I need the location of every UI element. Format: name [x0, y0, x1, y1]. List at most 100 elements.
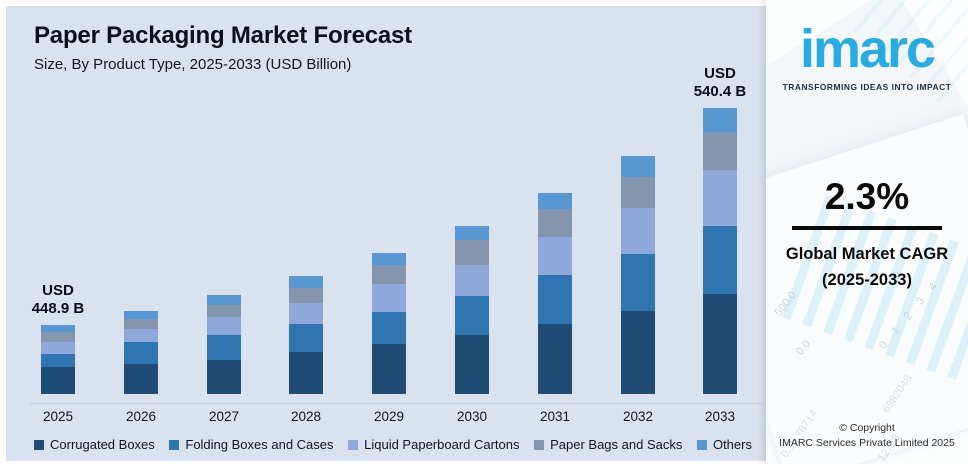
bar-value-label-2025: USD 448.9 B [12, 282, 104, 320]
x-axis-label-2030: 2030 [456, 409, 488, 424]
bar-2026 [124, 311, 158, 394]
bar-2025 [41, 325, 75, 394]
chart-panel: Paper Packaging Market Forecast Size, By… [6, 6, 766, 461]
bar-segment-2026 [124, 319, 158, 329]
x-axis-label-2025: 2025 [42, 409, 74, 424]
bar-segment-2029 [372, 253, 406, 265]
cagr-value: 2.3% [824, 176, 910, 217]
imarc-logo-tagline: TRANSFORMING IDEAS INTO IMPACT [782, 82, 952, 92]
x-axis-line [30, 403, 762, 404]
bar-segment-2031 [538, 193, 572, 209]
copyright-line1: © Copyright [839, 421, 895, 434]
bar-segment-2029 [372, 265, 406, 284]
x-axis-label-2028: 2028 [290, 409, 322, 424]
legend-swatch [696, 439, 707, 450]
copyright-line2: IMARC Services Private Limited 2025 [779, 437, 955, 450]
x-axis-label-2033: 2033 [704, 409, 736, 424]
cagr-label-line1: Global Market CAGR [785, 245, 949, 263]
bar-segment-2025 [41, 367, 75, 394]
x-axis-label-2029: 2029 [373, 409, 405, 424]
bar-segment-2025 [41, 354, 75, 367]
legend-label: Folding Boxes and Cases [185, 437, 334, 452]
bar-segment-2032 [621, 208, 655, 254]
bar-2031 [538, 193, 572, 394]
bar-segment-2026 [124, 342, 158, 364]
legend-label: Liquid Paperboard Cartons [364, 437, 520, 452]
sidebar-content: imarc TRANSFORMING IDEAS INTO IMPACT 2.3… [766, 0, 968, 464]
bar-value-label-2033: USD 540.4 B [674, 65, 766, 103]
legend-item: Folding Boxes and Cases [169, 437, 334, 452]
bar-value-line2: 448.9 B [31, 300, 85, 318]
legend-label: Others [712, 437, 752, 452]
bar-segment-2033 [703, 132, 737, 170]
bar-segment-2026 [124, 364, 158, 394]
bar-segment-2029 [372, 344, 406, 394]
bar-segment-2032 [621, 311, 655, 394]
x-axis-label-2026: 2026 [125, 409, 157, 424]
bar-segment-2027 [207, 360, 241, 394]
bar-segment-2029 [372, 312, 406, 344]
legend-swatch [348, 439, 359, 450]
bar-segment-2031 [538, 209, 572, 237]
legend-item: Liquid Paperboard Cartons [348, 437, 520, 452]
bar-segment-2032 [621, 177, 655, 208]
bar-segment-2027 [207, 305, 241, 317]
bar-segment-2026 [124, 329, 158, 342]
imarc-logo-text: imarc [799, 19, 936, 79]
legend-item: Others [696, 437, 752, 452]
x-axis-label-2031: 2031 [539, 409, 571, 424]
bar-2030 [455, 226, 489, 394]
bar-segment-2030 [455, 296, 489, 335]
bar-segment-2032 [621, 254, 655, 311]
bar-value-line2: 540.4 B [693, 83, 747, 101]
bar-segment-2030 [455, 240, 489, 265]
legend-label: Paper Bags and Sacks [550, 437, 683, 452]
bars-layer: 2025 2026 2027 2028 2029 2030 2031 2032 2033 USD 4… [6, 6, 766, 461]
x-axis-label-2027: 2027 [208, 409, 240, 424]
bar-segment-2028 [289, 303, 323, 324]
bar-segment-2033 [703, 226, 737, 294]
legend-item: Paper Bags and Sacks [534, 437, 682, 452]
bar-2029 [372, 253, 406, 394]
cagr-label-line2: (2025-2033) [822, 270, 912, 289]
bar-segment-2030 [455, 335, 489, 394]
legend-swatch [534, 439, 545, 450]
sidebar: 500.0 0.0 0 1 2 3 4 6982048 0.15 78714 1… [766, 0, 968, 464]
bar-segment-2032 [621, 156, 655, 177]
bar-segment-2030 [455, 226, 489, 240]
bar-segment-2027 [207, 295, 241, 305]
bar-2032 [621, 156, 655, 394]
legend: Corrugated Boxes Folding Boxes and Cases L… [34, 437, 752, 452]
bar-value-line1: USD [42, 281, 74, 299]
legend-label: Corrugated Boxes [50, 437, 155, 452]
bar-segment-2033 [703, 294, 737, 394]
page-title: Paper Packaging Market Forecast [34, 22, 412, 49]
legend-item: Corrugated Boxes [34, 437, 155, 452]
bar-segment-2031 [538, 275, 572, 324]
cagr-block: 2.3% Global Market CAGR (2025-2033) [766, 176, 968, 293]
bar-segment-2031 [538, 324, 572, 394]
bar-segment-2028 [289, 288, 323, 303]
legend-swatch [34, 439, 44, 450]
bar-segment-2030 [455, 265, 489, 296]
bar-segment-2028 [289, 324, 323, 352]
bar-segment-2031 [538, 237, 572, 275]
bar-segment-2033 [703, 108, 737, 132]
imarc-logo: imarc TRANSFORMING IDEAS INTO IMPACT [766, 22, 968, 92]
bar-segment-2026 [124, 311, 158, 319]
bar-2027 [207, 295, 241, 394]
page-subtitle: Size, By Product Type, 2025-2033 (USD Bi… [34, 56, 352, 73]
legend-swatch [169, 439, 180, 450]
bar-segment-2025 [41, 325, 75, 332]
bar-segment-2033 [703, 170, 737, 226]
bar-segment-2029 [372, 284, 406, 312]
bar-2033 [703, 108, 737, 394]
bar-segment-2025 [41, 342, 75, 354]
bar-segment-2025 [41, 332, 75, 342]
bar-2028 [289, 276, 323, 394]
copyright: © Copyright IMARC Services Private Limit… [766, 421, 968, 453]
bar-segment-2027 [207, 335, 241, 360]
cagr-divider [792, 226, 942, 230]
x-axis-label-2032: 2032 [622, 409, 654, 424]
